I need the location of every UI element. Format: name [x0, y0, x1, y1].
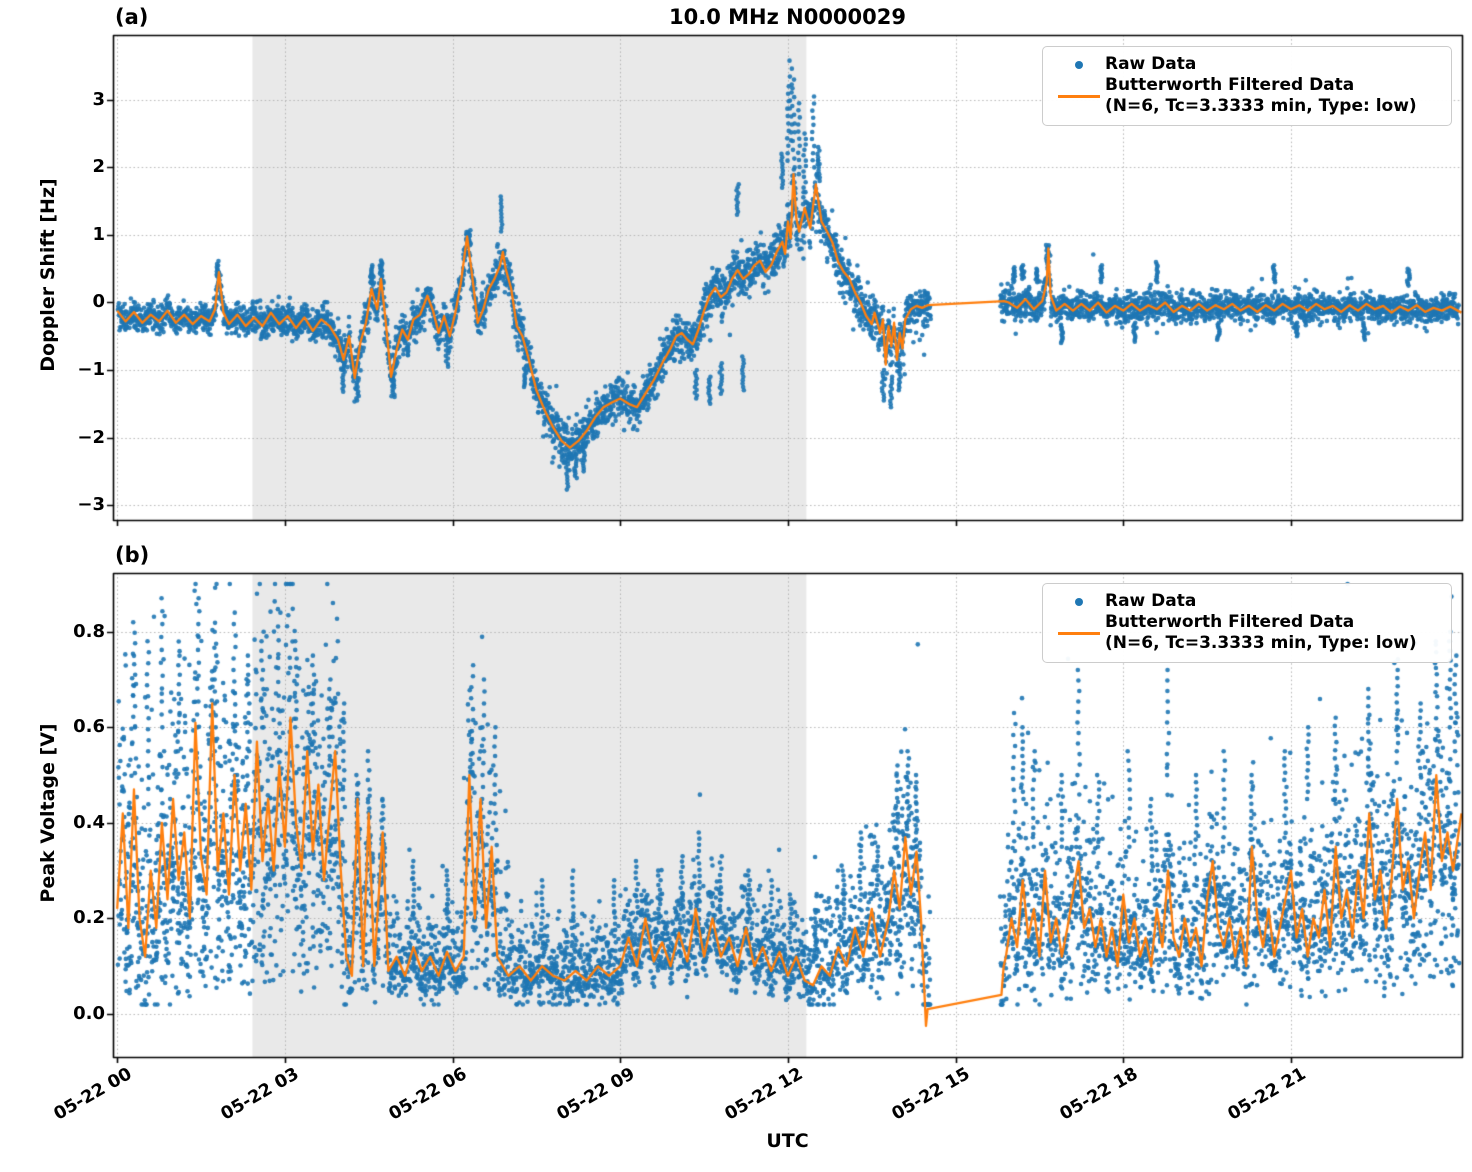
legend-b-filtered-row: Butterworth Filtered Data (N=6, Tc=3.333…: [1053, 612, 1441, 654]
filtered-line-icon: [1058, 94, 1100, 98]
legend-filtered-line1: Butterworth Filtered Data: [1105, 612, 1355, 632]
raw-data-dot-icon: [1075, 60, 1083, 69]
raw-data-dot-icon: [1075, 597, 1083, 606]
filtered-line-icon: [1053, 94, 1105, 98]
plot-title: 10.0 MHz N0000029: [669, 5, 906, 29]
y-tick-label-b: 0.6: [73, 716, 105, 738]
y-tick-label-a: −1: [77, 359, 105, 381]
y-tick-label-a: 0: [92, 291, 105, 313]
raw-data-dot-icon: [1053, 60, 1105, 69]
legend-filtered-label: Butterworth Filtered Data (N=6, Tc=3.333…: [1105, 75, 1441, 117]
legend-a: Raw Data Butterworth Filtered Data (N=6,…: [1042, 46, 1452, 126]
legend-filtered-label: Butterworth Filtered Data (N=6, Tc=3.333…: [1105, 612, 1441, 654]
filtered-line-icon: [1058, 631, 1100, 635]
y-tick-label-a: −3: [77, 494, 105, 516]
y-tick-label-b: 0.4: [73, 811, 105, 833]
x-axis-label: UTC: [766, 1130, 809, 1152]
legend-a-filtered-row: Butterworth Filtered Data (N=6, Tc=3.333…: [1053, 75, 1441, 117]
y-tick-label-b: 0.0: [73, 1002, 105, 1024]
legend-raw-label: Raw Data: [1105, 591, 1197, 611]
y-tick-label-b: 0.8: [73, 620, 105, 642]
legend-filtered-line1: Butterworth Filtered Data: [1105, 75, 1355, 95]
y-tick-label-a: 1: [92, 223, 105, 245]
raw-data-dot-icon: [1053, 597, 1105, 606]
y-tick-label-a: −2: [77, 426, 105, 448]
legend-b: Raw Data Butterworth Filtered Data (N=6,…: [1042, 583, 1452, 663]
y-tick-label-a: 2: [92, 156, 105, 178]
panel-b-label: (b): [115, 543, 150, 567]
legend-b-raw-row: Raw Data: [1053, 591, 1441, 612]
y-tick-label-b: 0.2: [73, 907, 105, 929]
legend-filtered-line2: (N=6, Tc=3.3333 min, Type: low): [1105, 96, 1417, 116]
y-tick-label-a: 3: [92, 88, 105, 110]
legend-filtered-line2: (N=6, Tc=3.3333 min, Type: low): [1105, 633, 1417, 653]
filtered-line-icon: [1053, 631, 1105, 635]
legend-a-raw-row: Raw Data: [1053, 54, 1441, 75]
legend-raw-label: Raw Data: [1105, 54, 1197, 74]
panel-a-label: (a): [115, 5, 149, 29]
